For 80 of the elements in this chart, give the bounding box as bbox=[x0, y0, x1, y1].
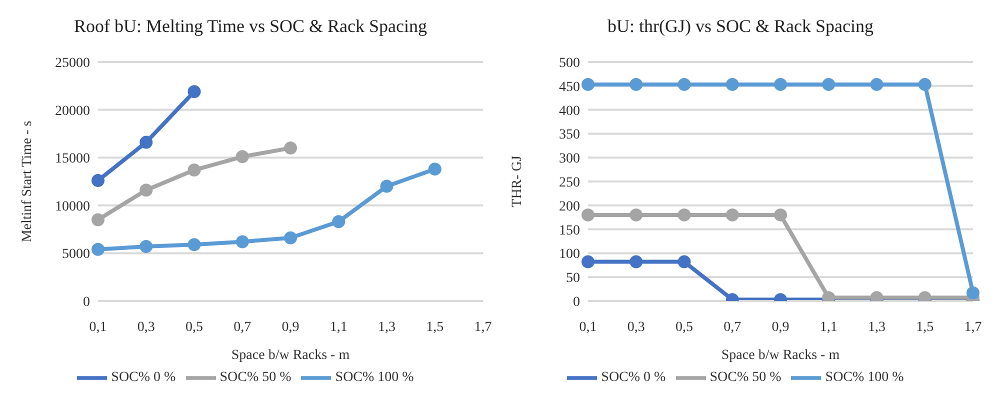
y-axis-title: Meltinf Start Time - s bbox=[20, 120, 35, 242]
x-tick-label: 0,1 bbox=[89, 320, 107, 335]
x-tick-label: 1,7 bbox=[474, 320, 492, 335]
legend-label: SOC% 50 % bbox=[710, 370, 782, 386]
point bbox=[236, 235, 249, 248]
legend-label: SOC% 50 % bbox=[220, 370, 292, 386]
point bbox=[140, 136, 153, 149]
legend-label: SOC% 0 % bbox=[111, 370, 176, 386]
point bbox=[236, 150, 249, 164]
y-axis-title: THR- GJ bbox=[510, 155, 525, 208]
y-tick-label: 400 bbox=[559, 104, 580, 119]
x-tick-label: 0,9 bbox=[772, 320, 790, 335]
x-tick-label: 1,5 bbox=[426, 320, 444, 335]
y-tick-label: 10000 bbox=[55, 199, 90, 214]
x-tick-label: 1,3 bbox=[378, 320, 396, 335]
point bbox=[630, 255, 643, 268]
point bbox=[582, 255, 594, 268]
point bbox=[870, 78, 884, 91]
point bbox=[188, 164, 201, 177]
point bbox=[822, 78, 836, 91]
point bbox=[966, 286, 980, 300]
point bbox=[140, 184, 153, 197]
point bbox=[726, 208, 739, 222]
x-axis-title: Space b/w Racks - m bbox=[231, 348, 350, 363]
y-tick-label: 15000 bbox=[55, 152, 90, 167]
point bbox=[774, 208, 787, 222]
x-tick-label: 0,7 bbox=[724, 320, 742, 335]
x-tick-label: 1,7 bbox=[964, 320, 982, 335]
y-tick-label: 350 bbox=[559, 128, 580, 143]
x-tick-label: 1,1 bbox=[820, 320, 838, 335]
point bbox=[428, 162, 442, 176]
x-tick-label: 0,3 bbox=[627, 320, 645, 335]
point bbox=[140, 240, 153, 254]
point bbox=[726, 78, 739, 91]
x-tick-label: 1,5 bbox=[916, 320, 934, 335]
point bbox=[678, 208, 691, 222]
y-tick-label: 5000 bbox=[62, 247, 90, 262]
chart-title: bU: thr(GJ) vs SOC & Rack Spacing bbox=[606, 15, 874, 38]
point bbox=[92, 242, 104, 256]
point bbox=[92, 174, 104, 188]
legend-label: SOC% 100 % bbox=[825, 370, 904, 386]
point bbox=[92, 213, 104, 226]
point bbox=[630, 208, 643, 222]
x-tick-label: 1,3 bbox=[868, 320, 886, 335]
point bbox=[188, 85, 201, 98]
x-tick-label: 0,5 bbox=[186, 320, 203, 335]
x-tick-label: 0,1 bbox=[579, 320, 597, 335]
point bbox=[678, 255, 691, 268]
y-tick-label: 250 bbox=[559, 175, 580, 190]
x-tick-label: 0,7 bbox=[234, 320, 252, 335]
y-tick-label: 50 bbox=[566, 271, 580, 286]
x-tick-label: 1,1 bbox=[330, 320, 348, 335]
point bbox=[582, 78, 594, 91]
x-axis-title: Space b/w Racks - m bbox=[721, 348, 840, 363]
point bbox=[582, 208, 594, 222]
point bbox=[918, 78, 932, 91]
x-tick-label: 0,3 bbox=[137, 320, 155, 335]
y-tick-label: 150 bbox=[559, 223, 580, 238]
point bbox=[332, 215, 346, 228]
y-tick-label: 450 bbox=[559, 80, 580, 95]
point bbox=[284, 142, 297, 155]
legend-label: SOC% 0 % bbox=[601, 370, 666, 386]
point bbox=[380, 180, 394, 193]
y-tick-label: 25000 bbox=[55, 56, 90, 71]
y-tick-label: 300 bbox=[559, 152, 580, 167]
x-tick-label: 0,9 bbox=[282, 320, 300, 335]
x-tick-label: 0,5 bbox=[676, 320, 693, 335]
y-tick-label: 0 bbox=[83, 294, 90, 310]
y-tick-label: 500 bbox=[559, 56, 580, 71]
y-tick-label: 200 bbox=[559, 199, 580, 214]
y-tick-label: 20000 bbox=[55, 104, 90, 119]
chart-title: Roof bU: Melting Time vs SOC & Rack Spacing bbox=[72, 15, 428, 38]
y-tick-label: 0 bbox=[573, 294, 580, 310]
legend-label: SOC% 100 % bbox=[335, 370, 414, 386]
point bbox=[678, 78, 691, 91]
point bbox=[284, 231, 297, 244]
point bbox=[188, 238, 201, 252]
y-tick-label: 100 bbox=[559, 247, 580, 262]
point bbox=[630, 78, 643, 91]
point bbox=[774, 78, 787, 91]
